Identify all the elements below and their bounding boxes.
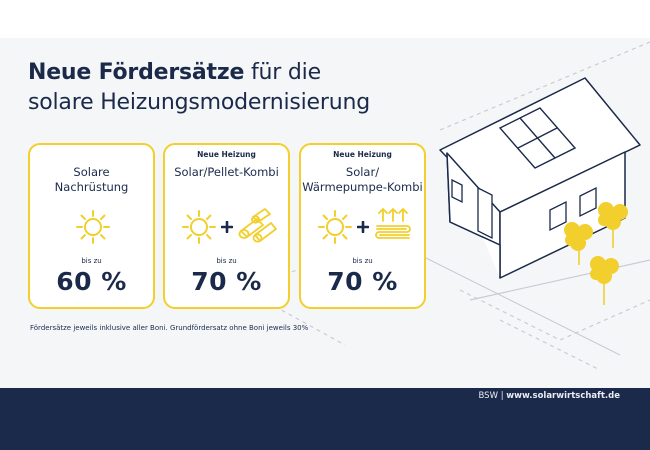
card-solare-nachruestung: Solare Nachrüstung bis zu 60 % [28, 143, 155, 309]
card-title-line2: Nachrüstung [54, 180, 129, 194]
footer-org: BSW [478, 391, 498, 401]
card-title-line1: Solare [73, 165, 110, 179]
bis-zu-label: bis zu [352, 257, 373, 265]
door-windows [451, 178, 597, 240]
card-icons [30, 205, 153, 245]
card-solar-waermepumpe-kombi: Neue Heizung Solar/ Wärmepumpe-Kombi [299, 143, 426, 309]
pellets-icon [238, 208, 277, 243]
plus-icon [357, 221, 369, 233]
card-icons [301, 205, 424, 245]
street-lines [243, 41, 650, 371]
solar-panels [498, 107, 577, 169]
card-title-line2: Wärmepumpe-Kombi [302, 180, 423, 194]
house-illustration [243, 41, 650, 371]
footer-credit: BSW | www.solarwirtschaft.de [479, 391, 621, 401]
trees [564, 202, 628, 305]
percent-value: 70 % [327, 267, 398, 296]
bis-zu-label: bis zu [81, 257, 102, 265]
footnote: Fördersätze jeweils inklusive aller Boni… [30, 324, 309, 332]
bis-zu-label: bis zu [216, 257, 237, 265]
top-band [0, 0, 650, 38]
percent-value: 60 % [56, 267, 127, 296]
street-edges [419, 254, 650, 356]
new-heating-tag: Neue Heizung [197, 150, 256, 159]
headline-rest: für die [250, 60, 321, 85]
headline-bold: Neue Fördersätze [28, 60, 245, 85]
card-title-line1: Solar/ [345, 165, 380, 179]
headline: Neue Fördersätze für die solare Heizungs… [28, 58, 370, 118]
sun-icon [182, 210, 216, 244]
percent-value: 70 % [191, 267, 262, 296]
card-title-line1: Solar/Pellet-Kombi [174, 165, 279, 179]
headline-line2: solare Heizungsmodernisierung [28, 90, 370, 115]
plus-icon [221, 221, 233, 233]
heat-pump-icon [375, 208, 411, 239]
footer-bar [0, 388, 650, 450]
card-solar-pellet-kombi: Neue Heizung Solar/Pellet-Kombi [163, 143, 290, 309]
footer-separator: | [500, 391, 504, 401]
sun-icon [76, 210, 110, 244]
new-heating-tag: Neue Heizung [333, 150, 392, 159]
sun-icon [318, 210, 352, 244]
card-icons [165, 205, 288, 245]
footer-url[interactable]: www.solarwirtschaft.de [506, 391, 620, 401]
